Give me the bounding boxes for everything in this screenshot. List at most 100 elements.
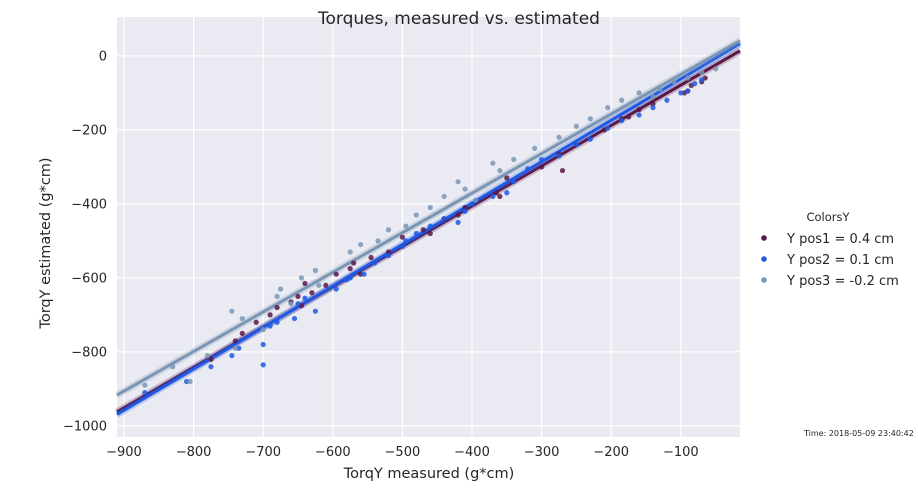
data-point-series-1 (462, 204, 468, 211)
data-point-series-2 (685, 88, 691, 94)
legend-items: Y pos1 = 0.4 cm Y pos2 = 0.1 cm Y pos3 = -… (761, 232, 899, 289)
data-point-series-3 (427, 204, 433, 211)
data-point-series-3 (490, 160, 496, 166)
data-point-series-3 (288, 301, 294, 307)
data-point-series-1 (626, 114, 632, 120)
data-point-series-3 (347, 249, 353, 255)
data-point-series-1 (399, 234, 405, 240)
chart-title: Torques, measured vs. estimated (317, 9, 600, 29)
data-point-series-2 (347, 275, 353, 281)
data-point-series-1 (295, 293, 301, 299)
data-point-series-3 (229, 308, 235, 314)
data-point-series-3 (671, 79, 677, 85)
data-point-series-2 (650, 105, 656, 111)
data-point-series-2 (525, 166, 531, 172)
data-point-series-2 (274, 319, 280, 325)
x-tick-label: −700 (245, 445, 281, 460)
data-point-series-1 (253, 319, 259, 325)
data-point-series-3 (650, 93, 656, 100)
x-tick-label: −200 (593, 445, 629, 460)
data-point-series-2 (361, 271, 367, 277)
legend-label-3: Y pos3 = -0.2 cm (786, 274, 899, 289)
data-point-series-2 (413, 230, 419, 237)
data-point-series-1 (420, 227, 426, 233)
y-tick-label: −200 (71, 123, 107, 138)
x-tick-label: −800 (176, 445, 212, 460)
data-point-series-1 (650, 101, 656, 107)
data-point-series-1 (455, 212, 461, 218)
data-points (142, 66, 719, 396)
data-point-series-3 (441, 193, 447, 200)
data-point-series-2 (441, 216, 447, 222)
data-point-series-3 (260, 327, 266, 333)
data-point-series-1 (302, 280, 308, 287)
data-point-series-3 (204, 352, 211, 359)
data-point-series-3 (316, 282, 322, 288)
data-point-series-1 (239, 330, 245, 336)
data-point-series-2 (692, 81, 698, 87)
y-tick-labels: 0 −200 −400 −600 −800 −1000 (63, 49, 107, 434)
data-point-series-3 (403, 223, 409, 229)
data-point-series-1 (497, 193, 503, 200)
data-point-series-1 (333, 271, 339, 277)
data-point-series-2 (469, 201, 475, 207)
data-point-series-3 (277, 286, 284, 292)
data-point-series-3 (511, 156, 517, 163)
data-point-series-2 (399, 243, 405, 250)
data-point-series-2 (539, 156, 545, 163)
data-point-series-3 (375, 238, 381, 244)
x-axis-label: TorqY measured (g*cm) (343, 466, 515, 482)
data-point-series-2 (511, 179, 517, 185)
data-point-series-3 (274, 293, 280, 299)
x-tick-labels: −900 −800 −700 −600 −500 −400 −300 −200 −100 (106, 445, 699, 460)
legend-marker-1 (761, 235, 767, 241)
data-point-series-2 (142, 389, 148, 396)
data-point-series-2 (587, 136, 593, 142)
data-point-series-3 (298, 275, 305, 281)
data-point-series-3 (605, 105, 611, 111)
fit-line-series-2 (116, 42, 741, 416)
data-point-series-2 (385, 253, 392, 259)
data-point-series-2 (455, 219, 461, 225)
data-point-series-1 (636, 106, 642, 113)
data-point-series-3 (187, 378, 193, 385)
data-point-series-2 (312, 308, 318, 314)
data-point-series-3 (556, 134, 562, 140)
data-point-series-3 (472, 197, 479, 203)
data-point-series-2 (208, 364, 214, 370)
data-point-series-2 (260, 341, 266, 348)
data-point-series-2 (605, 125, 611, 131)
data-point-series-2 (260, 362, 266, 368)
legend-marker-2 (761, 256, 767, 262)
data-point-series-3 (532, 145, 538, 151)
data-point-series-1 (493, 190, 499, 196)
x-tick-label: −600 (315, 445, 351, 460)
data-point-series-3 (699, 69, 705, 76)
data-point-series-3 (413, 212, 419, 218)
legend-label-2: Y pos2 = 0.1 cm (786, 253, 894, 268)
data-point-series-2 (291, 315, 298, 322)
data-point-series-1 (347, 266, 353, 272)
y-axis-label: TorqY estimated (g*cm) (38, 157, 54, 329)
regression-lines (115, 37, 742, 418)
data-point-series-2 (427, 223, 433, 229)
data-point-series-3 (587, 116, 593, 122)
data-point-series-2 (333, 286, 339, 292)
data-point-series-2 (556, 153, 562, 159)
y-tick-label: −800 (71, 345, 107, 360)
data-point-series-3 (713, 66, 719, 72)
y-tick-label: −600 (71, 271, 107, 286)
data-point-series-1 (232, 338, 238, 344)
data-point-series-3 (232, 345, 238, 351)
data-point-series-2 (462, 208, 468, 214)
legend-marker-3 (761, 277, 767, 283)
grid-lines (117, 17, 740, 437)
data-point-series-3 (455, 179, 461, 185)
data-point-series-2 (302, 295, 308, 301)
data-point-series-1 (539, 164, 545, 170)
data-point-series-3 (497, 167, 503, 174)
data-point-series-2 (267, 323, 273, 329)
data-point-series-2 (636, 112, 642, 118)
legend-label-1: Y pos1 = 0.4 cm (786, 232, 894, 247)
